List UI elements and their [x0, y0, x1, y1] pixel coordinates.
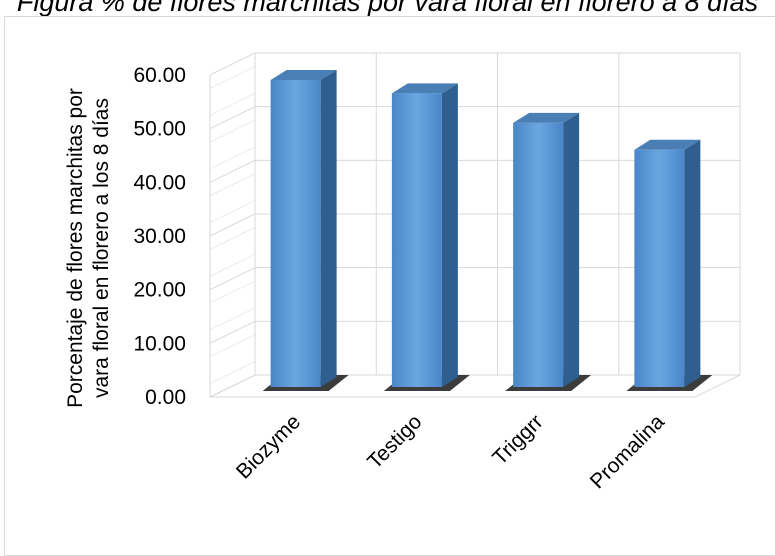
bar-chart: Porcentaje de flores marchitas por vara …	[64, 52, 741, 493]
x-tick-label: Testigo	[363, 410, 426, 473]
side-gridline	[209, 159, 256, 183]
side-gridline	[209, 213, 256, 237]
floor-plane	[209, 374, 741, 398]
bar	[270, 80, 321, 387]
side-minor-gridline	[209, 119, 256, 143]
y-tick-label: 60.00	[133, 64, 186, 87]
side-gridline	[209, 320, 256, 344]
bar	[634, 149, 685, 387]
side-minor-gridline	[209, 280, 256, 304]
y-tick-label: 20.00	[133, 279, 186, 302]
side-minor-gridline	[209, 334, 256, 358]
bar-side	[320, 70, 337, 387]
bar-top	[634, 139, 701, 150]
x-tick-label: Promalina	[586, 410, 669, 493]
side-minor-gridline	[209, 253, 256, 277]
bar-side	[441, 83, 458, 388]
bar-top	[270, 70, 337, 80]
y-tick-label: 30.00	[133, 225, 186, 248]
axes	[209, 53, 741, 398]
side-minor-gridline	[209, 200, 256, 224]
side-minor-gridline	[209, 92, 256, 116]
side-minor-gridline	[209, 226, 256, 250]
bar-top	[391, 83, 458, 94]
side-gridline	[209, 267, 256, 291]
bar	[391, 93, 442, 388]
bar	[513, 122, 564, 387]
bar-top	[513, 112, 580, 123]
side-gridline	[209, 106, 256, 130]
side-minor-gridline	[209, 65, 256, 89]
y-tick-label: 50.00	[133, 118, 186, 141]
bar-side	[563, 112, 580, 387]
bar-side	[684, 139, 701, 387]
x-tick-label: Biozyme	[232, 410, 305, 483]
bars	[262, 70, 713, 391]
side-minor-gridline	[209, 146, 256, 170]
x-tick-label: Triggrr	[488, 410, 547, 469]
side-minor-gridline	[209, 361, 256, 385]
y-axis-label-line1: Porcentaje de flores marchitas por	[64, 88, 87, 408]
side-minor-gridline	[209, 307, 256, 331]
y-tick-label: 40.00	[133, 171, 186, 194]
side-gridline	[209, 52, 256, 76]
y-axis-label-line2: vara floral en florero a los 8 días	[90, 98, 113, 398]
side-minor-gridline	[209, 173, 256, 197]
chart-title: Figura % de flores marchitas por vara fl…	[16, 0, 759, 17]
y-tick-label: 10.00	[133, 332, 186, 355]
y-tick-label: 0.00	[145, 386, 186, 409]
